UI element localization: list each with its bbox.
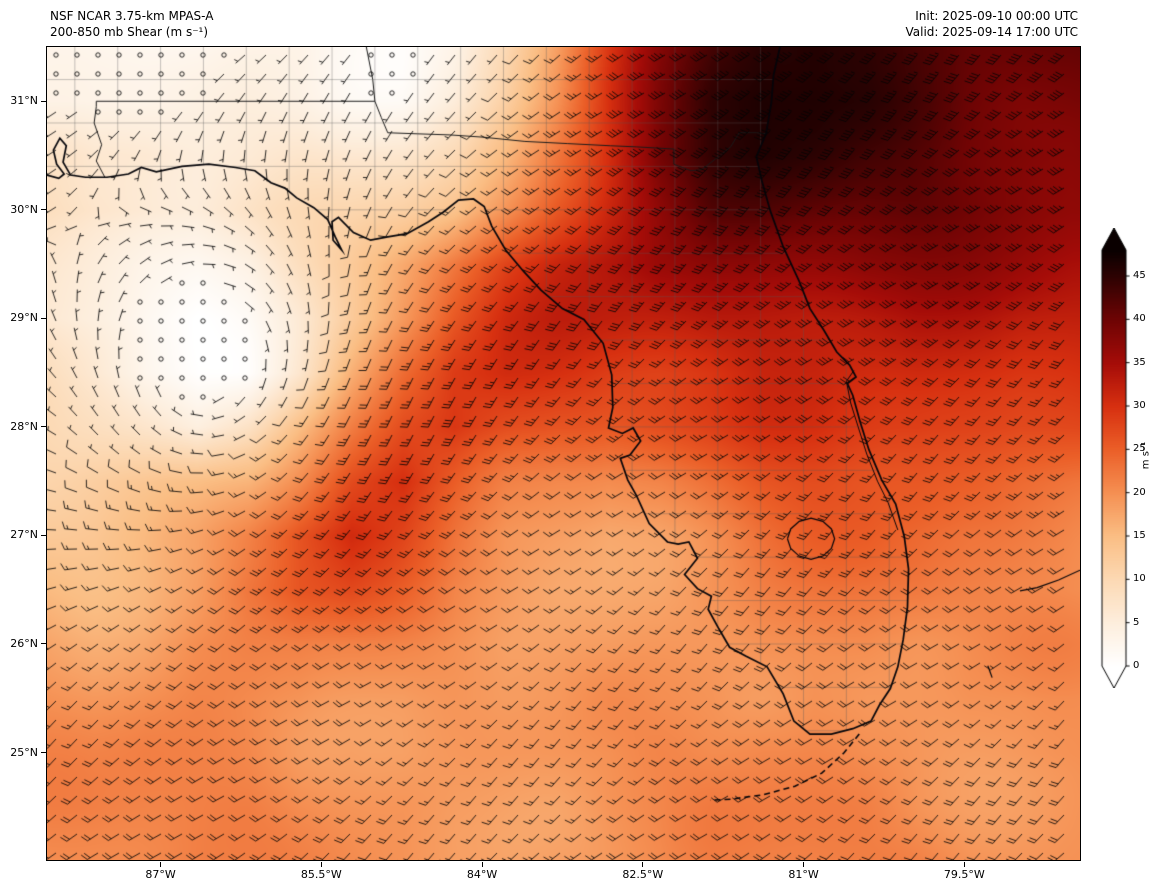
- model-title: NSF NCAR 3.75-km MPAS-A: [50, 9, 214, 23]
- y-tick-label: 25°N: [10, 745, 38, 759]
- x-tick-label: 85.5°W: [300, 868, 342, 881]
- colorbar-tick-label: 40: [1133, 313, 1146, 325]
- y-tick-label: 26°N: [10, 636, 38, 650]
- y-axis-tick: [41, 209, 46, 211]
- colorbar: m s⁻¹ 0 5 10 15 20 25 30 35 40 45: [1100, 228, 1168, 698]
- x-axis-tick: [642, 862, 644, 867]
- colorbar-tick-label: 5: [1133, 616, 1140, 628]
- y-tick-label: 27°N: [10, 528, 38, 542]
- y-axis-tick: [41, 426, 46, 428]
- colorbar-unit-label: m s⁻¹: [1140, 441, 1152, 470]
- time-block: Init: 2025-09-10 00:00 UTC Valid: 2025-0…: [905, 8, 1078, 40]
- init-time: Init: 2025-09-10 00:00 UTC: [915, 9, 1078, 23]
- x-tick-label: 87°W: [145, 868, 176, 881]
- title-block: NSF NCAR 3.75-km MPAS-A 200-850 mb Shear…: [50, 8, 213, 40]
- y-tick-label: 28°N: [10, 419, 38, 433]
- x-axis-tick: [963, 862, 965, 867]
- colorbar-tick-label: 45: [1133, 270, 1146, 281]
- colorbar-tick-label: 25: [1133, 443, 1146, 455]
- colorbar-tick-label: 0: [1133, 660, 1140, 671]
- map-canvas: [47, 47, 1080, 860]
- colorbar-tick-label: 30: [1133, 400, 1146, 411]
- x-axis-tick: [481, 862, 483, 867]
- y-axis-tick: [41, 752, 46, 754]
- map-frame: [46, 46, 1081, 861]
- y-tick-label: 31°N: [10, 94, 38, 108]
- colorbar-canvas: [1100, 228, 1130, 688]
- y-tick-label: 29°N: [10, 311, 38, 325]
- field-title: 200-850 mb Shear (m s⁻¹): [50, 25, 209, 39]
- x-tick-label: 84°W: [466, 868, 498, 881]
- colorbar-tick-label: 15: [1133, 530, 1146, 541]
- colorbar-tick-label: 35: [1133, 356, 1146, 368]
- x-tick-label: 81°W: [788, 868, 819, 881]
- colorbar-tick-label: 20: [1133, 486, 1146, 498]
- x-axis-tick: [160, 862, 162, 867]
- y-tick-label: 30°N: [10, 202, 38, 216]
- y-axis-tick: [41, 317, 46, 319]
- y-axis-tick: [41, 534, 46, 536]
- y-axis-tick: [41, 100, 46, 102]
- colorbar-tick-label: 10: [1133, 573, 1146, 585]
- x-tick-label: 82.5°W: [622, 868, 664, 881]
- x-tick-label: 79.5°W: [943, 868, 985, 881]
- x-axis-tick: [320, 862, 322, 867]
- x-axis-tick: [803, 862, 805, 867]
- valid-time: Valid: 2025-09-14 17:00 UTC: [905, 25, 1078, 39]
- y-axis-tick: [41, 643, 46, 645]
